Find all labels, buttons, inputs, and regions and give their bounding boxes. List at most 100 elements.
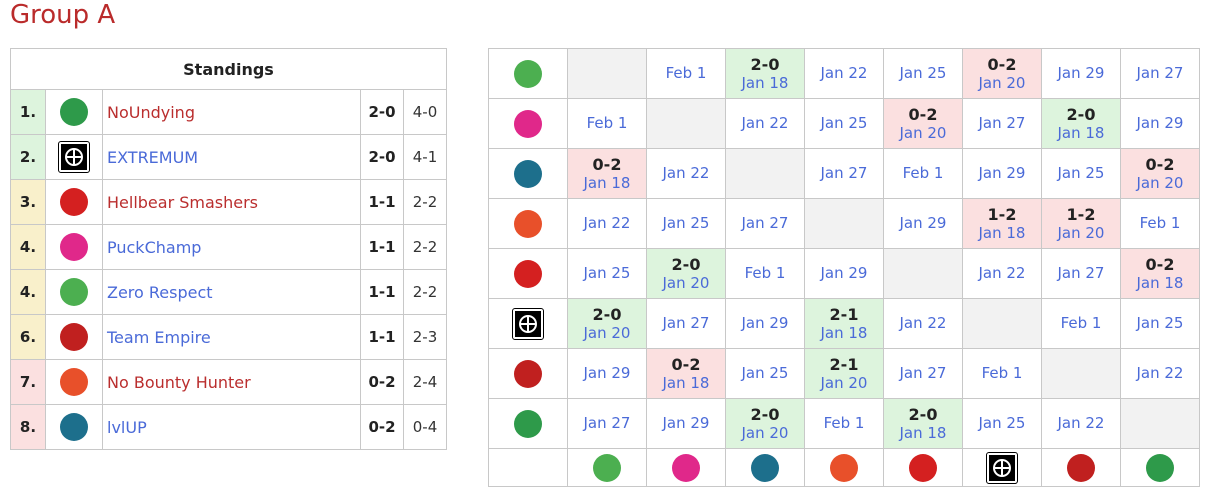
match-date[interactable]: Jan 29	[820, 264, 868, 282]
zero-respect-logo-icon[interactable]	[514, 59, 542, 88]
match-date[interactable]: Jan 27	[1136, 64, 1184, 82]
lvlup-logo-icon[interactable]	[514, 159, 542, 188]
zero-respect-logo-icon[interactable]	[60, 278, 88, 306]
match-date[interactable]: Jan 25	[741, 364, 789, 382]
match-date[interactable]: Jan 27	[978, 114, 1026, 132]
match-date[interactable]: Jan 18	[978, 223, 1026, 242]
match-date[interactable]: Jan 29	[583, 364, 631, 382]
lvlup-logo-icon[interactable]	[60, 413, 88, 441]
match-cell: Jan 27	[646, 298, 726, 349]
match-date[interactable]: Jan 22	[1057, 414, 1105, 432]
team-link[interactable]: lvlUP	[107, 417, 147, 437]
match-cell: Jan 27	[725, 198, 805, 249]
team-empire-logo-icon[interactable]	[1067, 453, 1095, 482]
crosstable-row: Jan 25 2-0 Jan 20 Feb 1 Jan 29 Jan 22 Jan 27 0-…	[488, 248, 1200, 299]
hellbear-logo-icon[interactable]	[909, 453, 937, 482]
team-link[interactable]: EXTREMUM	[107, 147, 199, 167]
match-date[interactable]: Jan 27	[820, 164, 868, 182]
extremum-logo-icon[interactable]	[986, 451, 1018, 484]
match-date[interactable]: Jan 22	[583, 214, 631, 232]
match-date[interactable]: Jan 22	[741, 114, 789, 132]
match-date[interactable]: Jan 18	[1057, 123, 1105, 142]
puckchamp-logo-icon[interactable]	[60, 233, 88, 261]
match-date[interactable]: Jan 29	[899, 214, 947, 232]
team-link[interactable]: No Bounty Hunter	[107, 372, 251, 392]
no-bounty-hunter-logo-icon[interactable]	[514, 209, 542, 238]
team-empire-logo-icon[interactable]	[514, 359, 542, 388]
match-date[interactable]: Jan 29	[1136, 114, 1184, 132]
match-date[interactable]: Feb 1	[902, 164, 944, 182]
match-cell: Feb 1	[804, 398, 884, 449]
match-date[interactable]: Jan 20	[1136, 173, 1184, 192]
match-date[interactable]: Jan 18	[820, 323, 868, 342]
match-date[interactable]: Feb 1	[1139, 214, 1181, 232]
match-date[interactable]: Jan 25	[978, 414, 1026, 432]
match-date[interactable]: Jan 18	[899, 423, 947, 442]
extremum-logo-icon[interactable]	[58, 141, 90, 173]
match-date[interactable]: Jan 20	[820, 373, 868, 392]
standings-table: Standings 1. NoUndying 2-0 4-0 2. EXTREMU…	[10, 48, 447, 450]
lvlup-logo-icon[interactable]	[751, 453, 779, 482]
match-date[interactable]: Jan 25	[583, 264, 631, 282]
match-date[interactable]: Jan 18	[583, 173, 631, 192]
match-date[interactable]: Feb 1	[744, 264, 786, 282]
match-date[interactable]: Jan 25	[899, 64, 947, 82]
match-date[interactable]: Jan 18	[1136, 273, 1184, 292]
match-date[interactable]: Jan 25	[1136, 314, 1184, 332]
rank: 4.	[10, 224, 46, 270]
match-date[interactable]: Jan 20	[899, 123, 947, 142]
match-date[interactable]: Jan 20	[583, 323, 631, 342]
match-date[interactable]: Jan 25	[662, 214, 710, 232]
team-link[interactable]: Team Empire	[107, 327, 211, 347]
no-bounty-hunter-logo-icon[interactable]	[830, 453, 858, 482]
match-date[interactable]: Jan 20	[978, 73, 1026, 92]
noundying-logo-icon[interactable]	[514, 409, 542, 438]
team-link[interactable]: NoUndying	[107, 102, 195, 122]
match-date[interactable]: Feb 1	[586, 114, 628, 132]
match-date[interactable]: Feb 1	[981, 364, 1023, 382]
match-date[interactable]: Jan 29	[978, 164, 1026, 182]
column-team-cell	[804, 448, 884, 487]
match-date[interactable]: Jan 27	[1057, 264, 1105, 282]
match-date[interactable]: Jan 20	[662, 273, 710, 292]
no-bounty-hunter-logo-icon[interactable]	[60, 368, 88, 396]
noundying-logo-icon[interactable]	[1146, 453, 1174, 482]
hellbear-logo-icon[interactable]	[514, 259, 542, 288]
match-date[interactable]: Jan 25	[1057, 164, 1105, 182]
match-score: 2-0	[908, 404, 938, 424]
match-date[interactable]: Jan 22	[978, 264, 1026, 282]
match-date[interactable]: Jan 22	[899, 314, 947, 332]
match-date[interactable]: Jan 29	[741, 314, 789, 332]
hellbear-logo-icon[interactable]	[60, 188, 88, 216]
match-cell: Jan 29	[1120, 98, 1200, 149]
match-date[interactable]: Jan 22	[820, 64, 868, 82]
team-link[interactable]: PuckChamp	[107, 237, 202, 257]
match-score: 2-0	[750, 54, 780, 74]
match-date[interactable]: Jan 27	[662, 314, 710, 332]
match-date[interactable]: Jan 22	[662, 164, 710, 182]
match-date[interactable]: Feb 1	[665, 64, 707, 82]
puckchamp-logo-icon[interactable]	[514, 109, 542, 138]
match-date[interactable]: Jan 20	[741, 423, 789, 442]
puckchamp-logo-icon[interactable]	[672, 453, 700, 482]
team-link[interactable]: Hellbear Smashers	[107, 192, 259, 212]
diagonal-cell	[804, 198, 884, 249]
match-date[interactable]: Jan 29	[662, 414, 710, 432]
extremum-logo-icon[interactable]	[512, 307, 544, 340]
zero-respect-logo-icon[interactable]	[593, 453, 621, 482]
match-date[interactable]: Jan 18	[741, 73, 789, 92]
match-cell: 1-2 Jan 20	[1041, 198, 1121, 249]
noundying-logo-icon[interactable]	[60, 98, 88, 126]
match-date[interactable]: Jan 27	[583, 414, 631, 432]
match-date[interactable]: Jan 22	[1136, 364, 1184, 382]
match-date[interactable]: Jan 25	[820, 114, 868, 132]
match-date[interactable]: Jan 27	[741, 214, 789, 232]
match-date[interactable]: Feb 1	[1060, 314, 1102, 332]
match-date[interactable]: Jan 27	[899, 364, 947, 382]
team-empire-logo-icon[interactable]	[60, 323, 88, 351]
team-link[interactable]: Zero Respect	[107, 282, 213, 302]
match-date[interactable]: Jan 20	[1057, 223, 1105, 242]
match-date[interactable]: Feb 1	[823, 414, 865, 432]
match-date[interactable]: Jan 18	[662, 373, 710, 392]
match-date[interactable]: Jan 29	[1057, 64, 1105, 82]
